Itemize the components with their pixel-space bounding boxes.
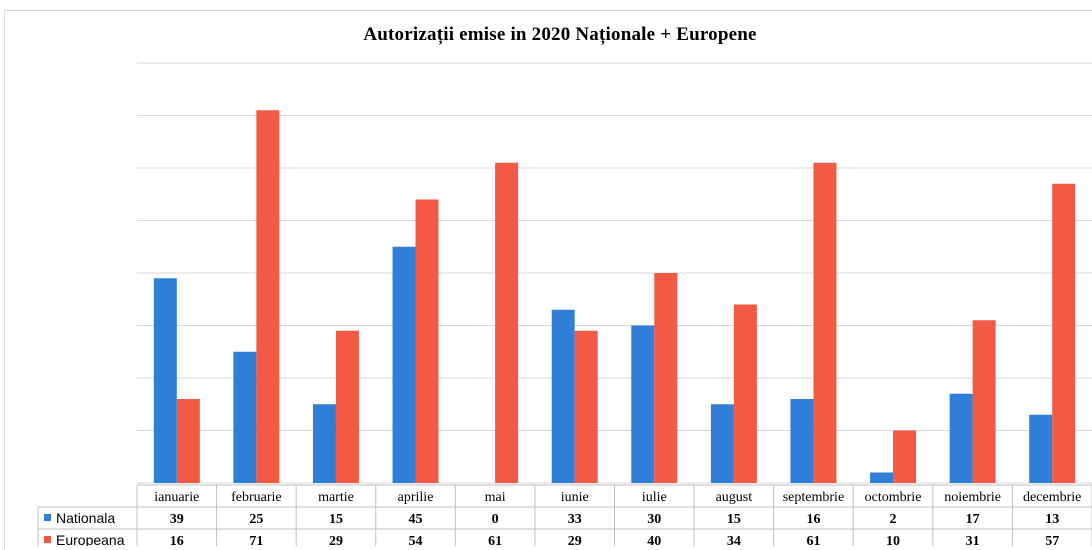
category-label-ianuarie: ianuarie (154, 490, 199, 505)
category-label-septembrie: septembrie (783, 490, 844, 505)
category-label-iunie: iunie (561, 490, 589, 505)
data-label-nationala-ianuarie: 39 (170, 512, 184, 527)
data-label-europeana-aprilie: 54 (409, 534, 423, 546)
legend-key-nationala (44, 514, 51, 521)
bar-europeana-septembrie (813, 162, 837, 483)
legend-label-europeana: Europeana (56, 532, 125, 546)
bar-nationala-martie (312, 404, 336, 483)
bar-nationala-octombrie (870, 472, 894, 483)
data-label-europeana-iunie: 29 (568, 534, 582, 546)
data-label-nationala-decembrie: 13 (1045, 512, 1059, 527)
data-label-europeana-februarie: 71 (249, 534, 263, 546)
category-label-noiembrie: noiembrie (944, 490, 1001, 505)
category-label-iulie: iulie (642, 490, 667, 505)
data-label-nationala-noiembrie: 17 (966, 512, 980, 527)
data-label-europeana-decembrie: 57 (1045, 534, 1059, 546)
category-label-martie: martie (318, 490, 354, 505)
bar-europeana-ianuarie (176, 399, 200, 483)
data-label-europeana-iulie: 40 (647, 534, 661, 546)
bars (153, 110, 1076, 483)
bar-nationala-iunie (551, 309, 575, 483)
data-label-nationala-aprilie: 45 (409, 512, 423, 527)
bar-nationala-septembrie (790, 399, 814, 483)
bar-nationala-februarie (233, 351, 257, 483)
bar-nationala-iulie (631, 325, 655, 483)
data-label-europeana-martie: 29 (329, 534, 343, 546)
data-label-nationala-februarie: 25 (249, 512, 263, 527)
category-label-octombrie: octombrie (865, 490, 922, 505)
data-label-europeana-octombrie: 10 (886, 534, 900, 546)
data-label-europeana-ianuarie: 16 (170, 534, 184, 546)
data-label-nationala-septembrie: 16 (806, 512, 820, 527)
bar-europeana-iulie (654, 273, 678, 483)
data-label-europeana-septembrie: 61 (806, 534, 820, 546)
legend-label-nationala: Nationala (56, 510, 115, 526)
bar-nationala-august (710, 404, 734, 483)
bar-nationala-ianuarie (153, 278, 177, 483)
data-label-nationala-martie: 15 (329, 512, 343, 527)
data-label-europeana-noiembrie: 31 (966, 534, 980, 546)
chart-frame (4, 10, 1092, 550)
data-label-nationala-august: 15 (727, 512, 741, 527)
bar-europeana-martie (335, 330, 359, 483)
bar-europeana-noiembrie (972, 320, 996, 483)
category-label-decembrie: decembrie (1023, 490, 1081, 505)
bar-nationala-decembrie (1029, 414, 1053, 483)
bar-europeana-decembrie (1052, 183, 1076, 483)
category-label-aprilie: aprilie (398, 490, 434, 505)
category-label-februarie: februarie (231, 490, 282, 505)
data-label-europeana-mai: 61 (488, 534, 502, 546)
bar-europeana-februarie (256, 110, 280, 483)
bar-nationala-aprilie (392, 246, 416, 483)
data-label-nationala-iunie: 33 (568, 512, 582, 527)
data-label-europeana-august: 34 (727, 534, 741, 546)
data-label-nationala-octombrie: 2 (890, 512, 897, 527)
bar-europeana-iunie (574, 330, 598, 483)
bar-nationala-noiembrie (949, 393, 973, 483)
chart-title: Autorizații emise in 2020 Naționale + Eu… (363, 24, 757, 45)
bar-europeana-octombrie (893, 430, 917, 483)
legend-key-europeana (44, 536, 51, 543)
data-label-nationala-iulie: 30 (647, 512, 661, 527)
gridlines (137, 62, 1092, 484)
category-label-mai: mai (485, 490, 506, 505)
data-label-nationala-mai: 0 (492, 512, 499, 527)
data-table: ianuarie februarie martie aprilie mai iunie iu… (37, 484, 1092, 546)
bar-europeana-mai (495, 162, 519, 483)
bar-europeana-aprilie (415, 199, 439, 483)
bar-europeana-august (733, 304, 757, 483)
category-label-august: august (716, 490, 753, 505)
